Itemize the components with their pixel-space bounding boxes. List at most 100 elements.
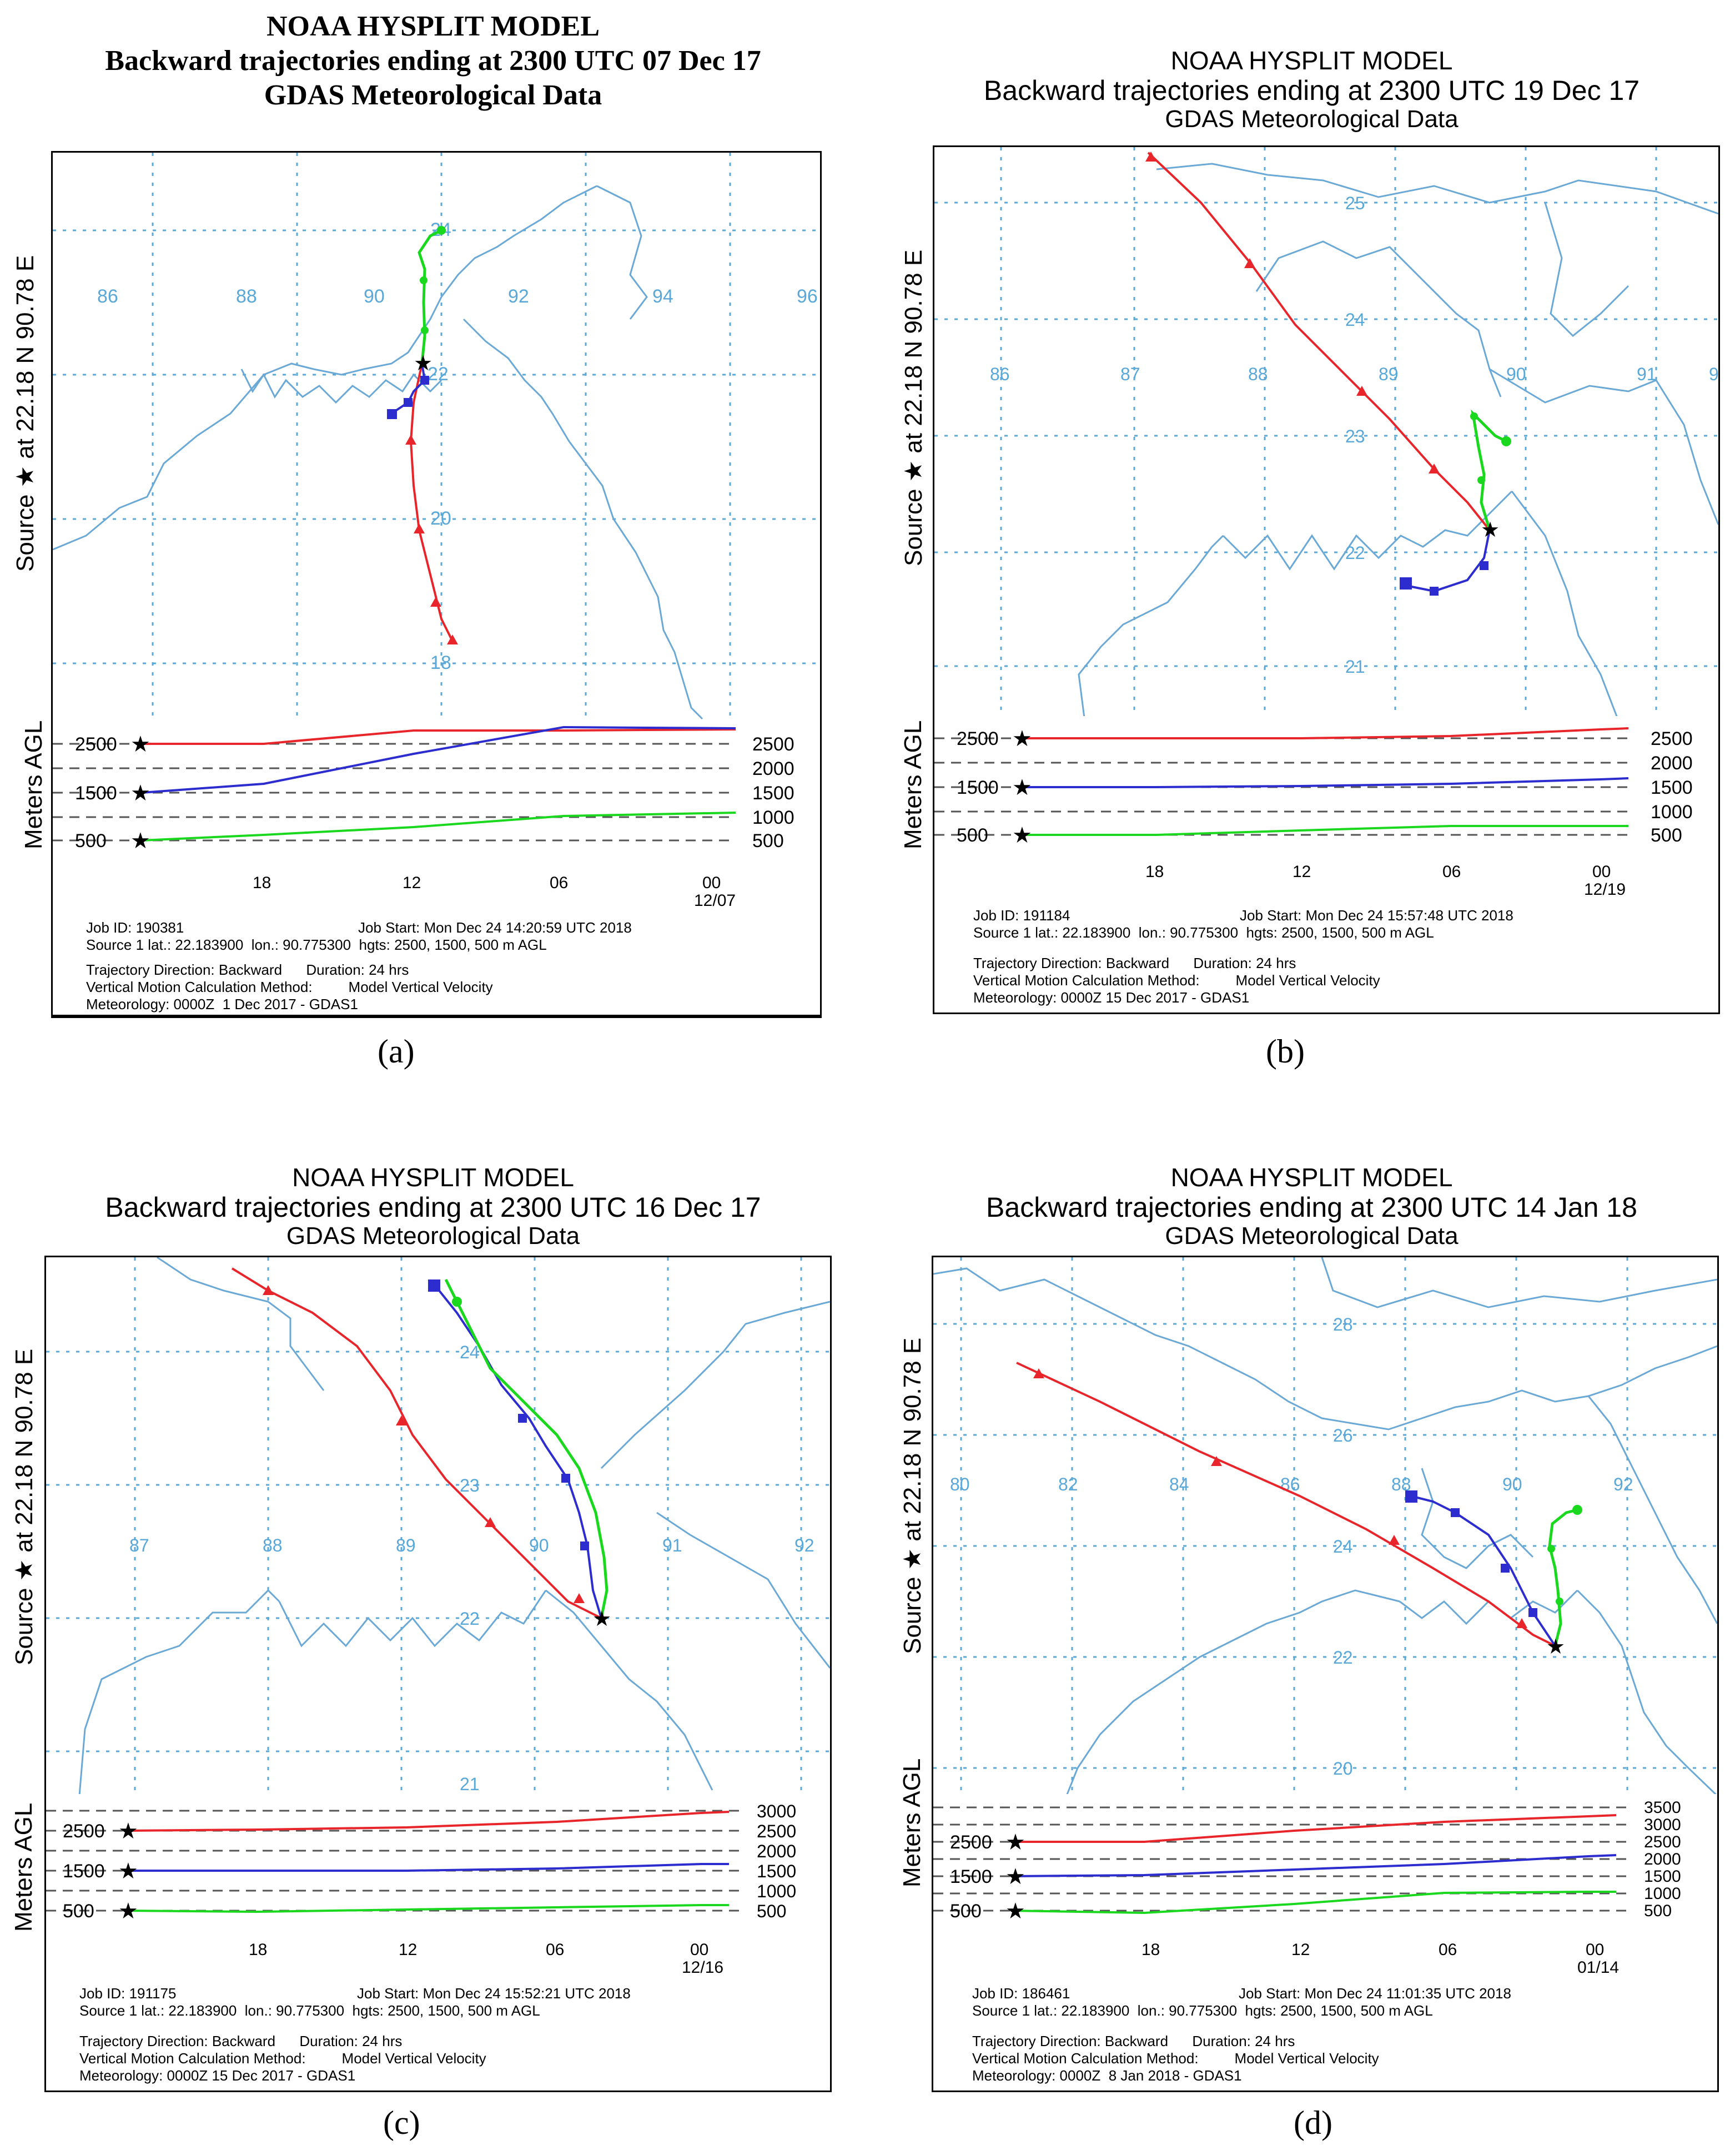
height-right-label: 2000 <box>757 1841 796 1861</box>
height-frame-d: 2500 1500 500 3500 3000 2500 2000 1500 1… <box>932 1794 1719 1935</box>
job-start: Job Start: Mon Dec 24 15:57:48 UTC 2018 <box>1240 907 1513 924</box>
panel-title: NOAA HYSPLIT MODEL <box>1170 1163 1453 1192</box>
height-blue <box>141 726 736 794</box>
source-star: ★ <box>592 1608 611 1631</box>
direction-line: Trajectory Direction: Backward Duration:… <box>972 2033 1295 2049</box>
lon-label: 82 <box>1058 1474 1078 1494</box>
markers-blue <box>1405 1490 1537 1617</box>
source-line: Source 1 lat.: 22.183900 lon.: 90.775300… <box>86 936 547 953</box>
height-plot-b: 2500 1500 500 2500 2000 1500 1000 500 ★★… <box>934 727 1693 848</box>
time-label: 18 <box>253 874 271 892</box>
vertical-line: Vertical Motion Calculation Method: Mode… <box>79 2050 486 2067</box>
height-right-label: 3500 <box>1644 1799 1681 1817</box>
lat-label: 24 <box>1333 1537 1353 1556</box>
markers-red <box>1145 152 1440 473</box>
lon-label: 94 <box>652 286 673 307</box>
lon-label: 88 <box>236 286 257 307</box>
svg-text:★: ★ <box>1005 1899 1025 1923</box>
height-plot-c: 2500 1500 500 3000 2500 2000 1500 1000 5… <box>46 1801 796 1923</box>
met-line: Meteorology: 0000Z 1 Dec 2017 - GDAS1 <box>86 996 358 1012</box>
height-left-label: 500 <box>950 1901 982 1922</box>
trajectory-blue <box>434 1284 602 1619</box>
trajectory-red <box>1147 152 1491 531</box>
lat-labels-d: 28 26 24 22 20 <box>1333 1314 1353 1779</box>
height-left-label: 2500 <box>63 1821 105 1842</box>
map-a: 86 88 90 92 94 96 24 22 20 18 ★ <box>52 153 820 809</box>
height-right-label: 2000 <box>1651 753 1693 774</box>
markers-green <box>1470 412 1511 484</box>
svg-text:★: ★ <box>118 1859 138 1883</box>
time-axis-c: 18 12 06 00 12/16 <box>44 1933 832 1983</box>
height-left-label: 500 <box>957 825 988 846</box>
height-blue <box>1010 1854 1617 1877</box>
markers-green <box>452 1297 462 1307</box>
coastline-a <box>52 185 703 720</box>
height-left-label: 1500 <box>957 777 999 798</box>
direction-line: Trajectory Direction: Backward Duration:… <box>86 961 409 978</box>
time-label: 06 <box>1439 1941 1457 1959</box>
height-green <box>123 1904 729 1913</box>
height-right-label: 2000 <box>752 758 794 779</box>
height-right-label: 500 <box>757 1901 786 1921</box>
height-right-label: 2000 <box>1644 1850 1681 1868</box>
markers-green <box>420 226 446 334</box>
map-c: 87 88 89 90 91 92 24 23 22 21 ★ <box>46 1256 831 1796</box>
lon-label: 91 <box>662 1535 682 1555</box>
panel-b: NOAA HYSPLIT MODEL Backward trajectories… <box>888 0 1735 144</box>
trajectory-green <box>444 1278 608 1619</box>
lon-label: 90 <box>1502 1474 1522 1494</box>
grid-a <box>53 153 820 809</box>
job-start: Job Start: Mon Dec 24 15:52:21 UTC 2018 <box>357 1985 631 2002</box>
lat-label: 28 <box>1333 1314 1353 1334</box>
panel-subtitle: Backward trajectories ending at 2300 UTC… <box>105 45 761 77</box>
map-b: 86 87 88 89 90 91 92 9 25 24 23 22 21 ★ <box>934 147 1719 718</box>
trajectory-blue <box>1406 530 1491 593</box>
date-label: 12/16 <box>682 1958 723 1977</box>
subfigure-label: (c) <box>383 2104 420 2141</box>
height-stars: ★ ★ ★ <box>118 1819 138 1923</box>
height-frame-a: 2500 1500 500 2500 2000 1500 1000 500 ★ ★… <box>51 722 822 868</box>
lon-label: 88 <box>263 1535 283 1555</box>
lat-label: 23 <box>460 1475 480 1495</box>
time-label: 18 <box>1145 863 1164 881</box>
time-axis-svg: 18 12 06 00 12/07 <box>253 874 736 910</box>
coastline-b <box>1078 163 1719 718</box>
time-label: 18 <box>1141 1941 1160 1959</box>
lat-label: 21 <box>1345 657 1365 677</box>
vertical-line: Vertical Motion Calculation Method: Mode… <box>972 2050 1379 2067</box>
time-label: 12 <box>1293 863 1311 881</box>
svg-text:★: ★ <box>130 781 150 805</box>
height-right-labels: 3500 3000 2500 2000 1500 1000 500 <box>1644 1799 1681 1920</box>
map-frame-b: 86 87 88 89 90 91 92 9 25 24 23 22 21 ★ <box>933 145 1720 719</box>
markers-red <box>405 435 458 644</box>
met-line: Meteorology: 0000Z 8 Jan 2018 - GDAS1 <box>972 2067 1242 2084</box>
map-frame-d: 80 82 84 86 88 90 92 28 26 24 22 20 ★ <box>932 1256 1719 1797</box>
trajectory-red <box>1016 1362 1556 1647</box>
lon-label: 86 <box>990 364 1010 384</box>
height-right-label: 1000 <box>1651 802 1693 823</box>
height-green <box>1010 1891 1616 1915</box>
height-right-label: 1500 <box>1644 1867 1681 1886</box>
direction-line: Trajectory Direction: Backward Duration:… <box>79 2033 403 2049</box>
source-label: Source ★ at 22.18 N 90.78 E <box>11 1348 38 1665</box>
height-blue <box>124 1863 729 1872</box>
height-red <box>1011 1814 1617 1843</box>
height-right-label: 2500 <box>1644 1833 1681 1851</box>
source-label: Source ★ at 22.18 N 90.78 E <box>899 1337 926 1654</box>
height-right-label: 2500 <box>752 734 794 755</box>
lat-labels-a: 24 22 20 18 <box>428 219 451 673</box>
time-label: 00 <box>1586 1941 1604 1959</box>
markers-blue <box>387 376 429 419</box>
panel-data-label: GDAS Meteorological Data <box>1165 105 1459 133</box>
panel-c: NOAA HYSPLIT MODEL Backward trajectories… <box>0 1149 866 1260</box>
height-right-label: 3000 <box>1644 1816 1681 1834</box>
panel-a: NOAA HYSPLIT MODEL Backward trajectories… <box>0 0 866 1088</box>
time-axis-svg: 18 12 06 00 01/14 <box>1141 1941 1619 1977</box>
height-right-label: 500 <box>1644 1902 1672 1920</box>
subfigure-label: (a) <box>378 1033 415 1070</box>
height-left-label: 2500 <box>950 1832 992 1853</box>
lon-labels-d: 80 82 84 86 88 90 92 <box>950 1474 1633 1494</box>
height-red <box>123 1811 730 1832</box>
source-label: Source ★ at 22.18 N 90.78 E <box>12 255 39 572</box>
height-left-labels: 2500 1500 500 <box>957 728 999 846</box>
